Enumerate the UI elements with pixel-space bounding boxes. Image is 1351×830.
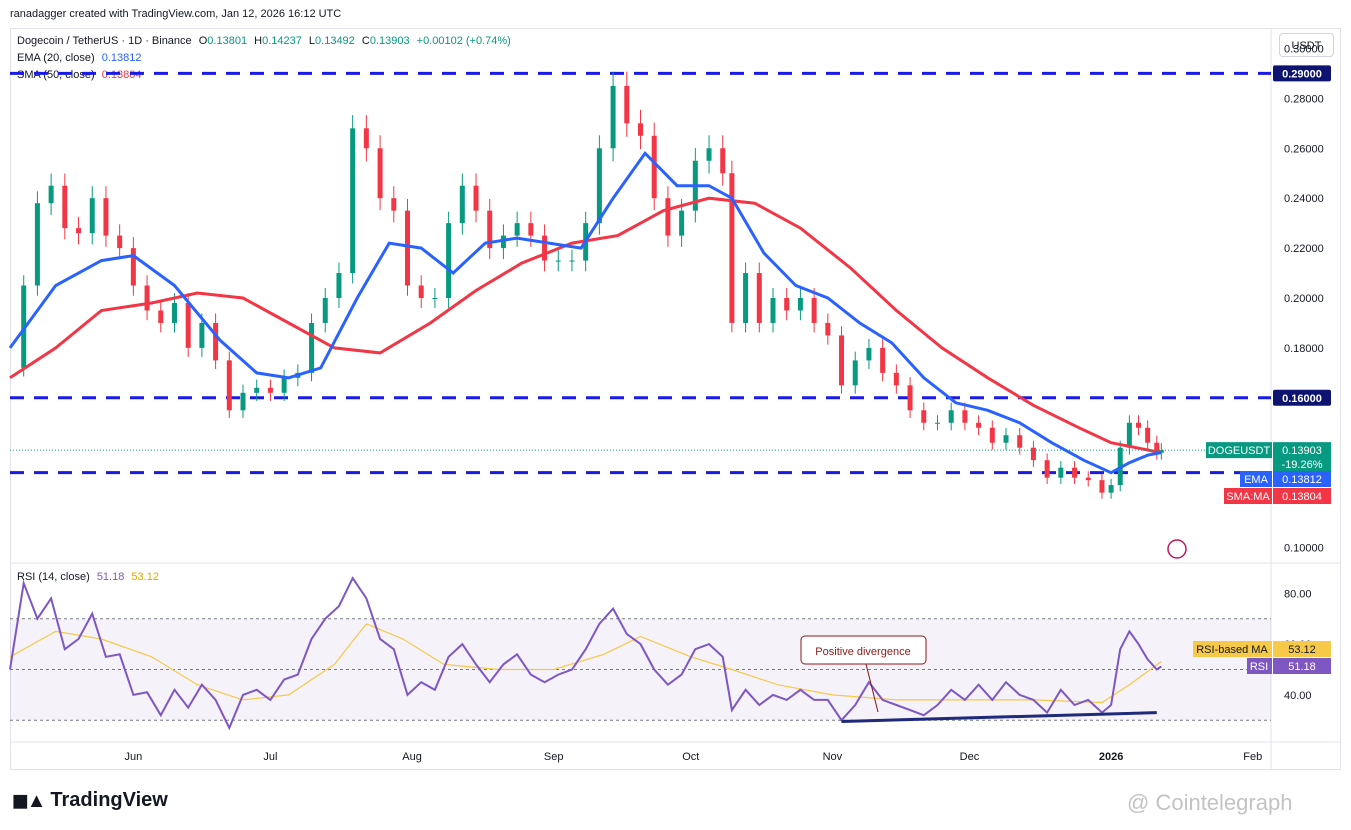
- currency-button[interactable]: USDT: [1279, 33, 1334, 57]
- high-value: 0.14237: [262, 35, 302, 47]
- rsi-legend-label: RSI (14, close): [17, 571, 90, 583]
- ema-legend-value: 0.13812: [101, 52, 142, 64]
- low-label: L: [308, 35, 316, 47]
- rsi-ma-legend-value: 53.12: [131, 571, 159, 583]
- close-value: 0.13903: [369, 35, 410, 47]
- chart-frame: [10, 28, 1341, 770]
- ema-legend-label: EMA (20, close): [17, 52, 95, 64]
- sma-legend: SMA (50, close) 0.13804: [17, 69, 141, 81]
- close-label: C: [361, 35, 370, 47]
- symbol-legend: Dogecoin / TetherUS · 1D · Binance O0.13…: [17, 35, 511, 47]
- open-value: 0.13801: [207, 35, 248, 47]
- sma-legend-value: 0.13804: [101, 69, 142, 81]
- change-value: +0.00102 (+0.74%): [416, 35, 511, 47]
- high-label: H: [254, 35, 263, 47]
- open-label: O: [198, 35, 208, 47]
- symbol-name: Dogecoin / TetherUS · 1D · Binance: [17, 35, 192, 47]
- ema-legend: EMA (20, close) 0.13812: [17, 52, 141, 64]
- cointelegraph-watermark: @ Cointelegraph: [1127, 790, 1293, 815]
- sma-legend-label: SMA (50, close): [17, 69, 95, 81]
- rsi-legend: RSI (14, close) 51.18 53.12: [17, 571, 159, 583]
- tradingview-mark-icon: ◼▲: [12, 790, 46, 812]
- low-value: 0.13492: [315, 35, 355, 47]
- attribution-header: ranadagger created with TradingView.com,…: [10, 8, 342, 20]
- tradingview-wordmark: TradingView: [50, 789, 168, 811]
- tradingview-logo: ◼▲ TradingView: [12, 788, 168, 813]
- rsi-legend-value: 51.18: [96, 571, 125, 583]
